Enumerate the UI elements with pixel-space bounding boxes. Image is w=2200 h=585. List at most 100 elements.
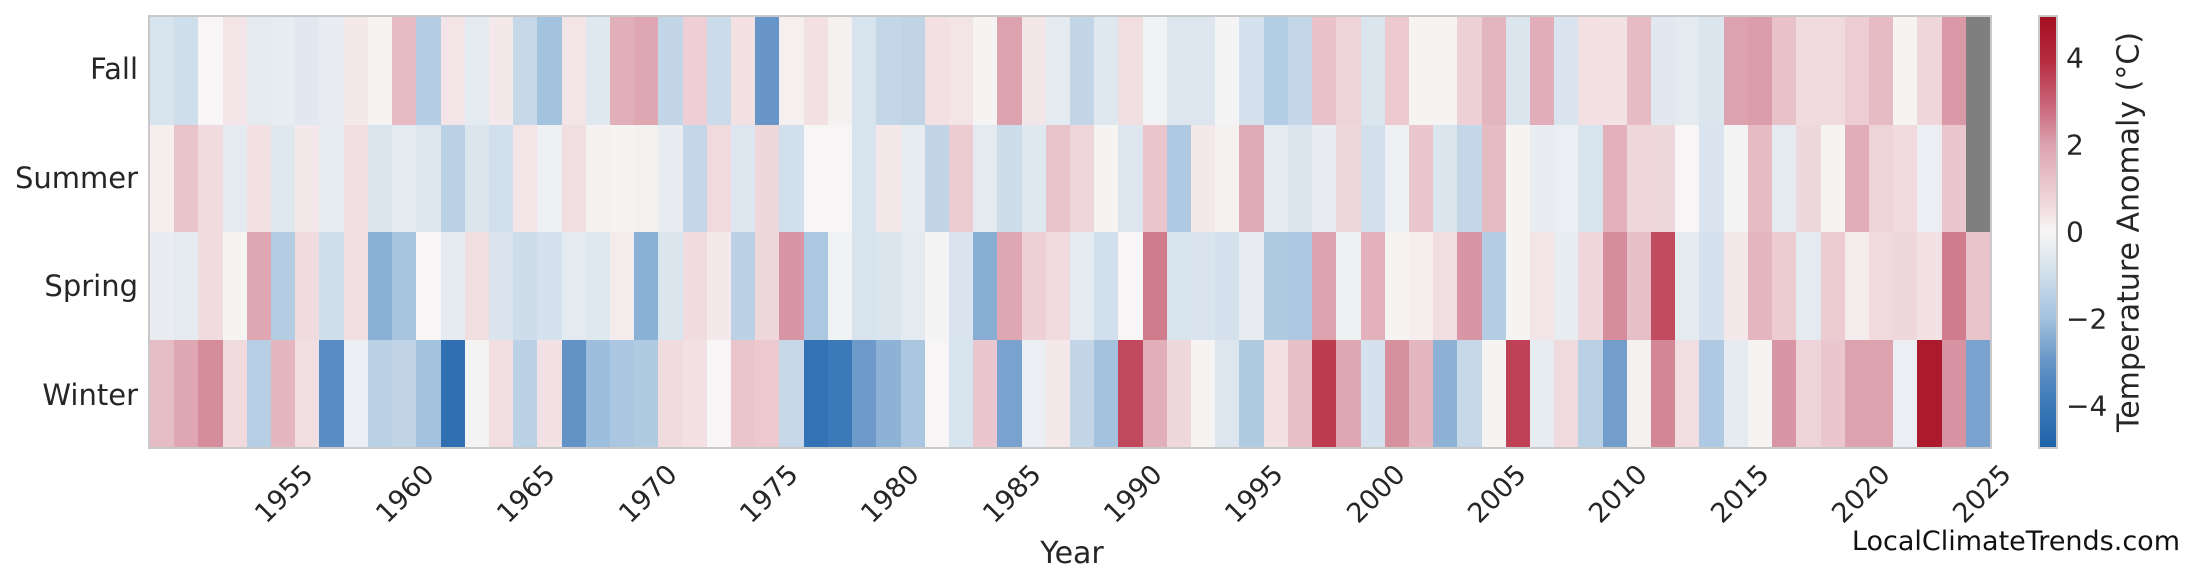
heatmap-cell <box>1917 339 1942 447</box>
heatmap-cell <box>1069 232 1095 340</box>
heatmap-cell <box>609 232 635 340</box>
heatmap-cell <box>488 339 514 447</box>
heatmap-cell <box>924 339 949 447</box>
heatmap-cell <box>1312 124 1337 232</box>
heatmap-cell <box>1094 124 1119 232</box>
heatmap-cell <box>585 124 610 232</box>
heatmap-cell <box>876 339 901 447</box>
heatmap-cell <box>392 124 417 232</box>
x-tick-label: 1965 <box>491 459 563 530</box>
heatmap-cell <box>682 339 707 447</box>
heatmap-cell <box>803 124 828 232</box>
x-tick-label: 1985 <box>976 459 1048 530</box>
heatmap-cell <box>319 17 344 125</box>
heatmap-cell <box>1529 124 1555 232</box>
heatmap-cell <box>367 339 393 447</box>
heatmap-cell <box>1118 232 1143 340</box>
heatmap-cell <box>271 17 296 125</box>
heatmap-cell <box>1554 17 1579 125</box>
heatmap-cell <box>1796 339 1821 447</box>
heatmap-cell <box>1384 232 1409 340</box>
heatmap-cell <box>1965 17 1990 125</box>
heatmap-cell <box>464 17 489 125</box>
heatmap-cell <box>1578 339 1603 447</box>
heatmap-cell <box>1457 339 1482 447</box>
heatmap-cell <box>1142 124 1167 232</box>
heatmap-cell <box>222 17 247 125</box>
heatmap-cell <box>1844 124 1869 232</box>
heatmap-cell <box>827 124 853 232</box>
heatmap-cell <box>900 339 925 447</box>
heatmap-cell <box>585 339 610 447</box>
heatmap-cell <box>1094 339 1119 447</box>
heatmap-cell <box>1820 17 1845 125</box>
heatmap-cell <box>295 232 320 340</box>
colorbar-tick-label: 2 <box>2066 128 2084 162</box>
heatmap-cell <box>1408 124 1434 232</box>
heatmap-cell <box>1166 124 1192 232</box>
heatmap-cell <box>246 339 272 447</box>
heatmap-cell <box>1408 17 1434 125</box>
heatmap-cell <box>1263 232 1288 340</box>
heatmap-cell <box>997 124 1022 232</box>
heatmap-cell <box>1626 339 1652 447</box>
heatmap-cell <box>1505 232 1530 340</box>
heatmap-cell <box>900 124 925 232</box>
heatmap-cell <box>634 17 659 125</box>
heatmap-cell <box>174 339 199 447</box>
heatmap-cell <box>852 339 877 447</box>
heatmap-cell <box>1965 232 1990 340</box>
heatmap-cell <box>1481 339 1506 447</box>
heatmap-cell <box>1965 339 1990 447</box>
heatmap-cell <box>1094 17 1119 125</box>
heatmap-cell <box>1893 17 1918 125</box>
x-tick-label: 1975 <box>734 459 805 530</box>
heatmap-cell <box>1045 232 1070 340</box>
heatmap-cell <box>973 124 998 232</box>
heatmap-cell <box>513 124 538 232</box>
heatmap-cell <box>1142 232 1167 340</box>
heatmap-cell <box>1045 124 1070 232</box>
heatmap-cell <box>1602 17 1627 125</box>
heatmap-cell <box>1045 17 1070 125</box>
heatmap-cell <box>561 124 586 232</box>
heatmap-cell <box>1481 124 1506 232</box>
heatmap-cell <box>1505 17 1530 125</box>
heatmap-cell <box>1626 17 1652 125</box>
colorbar-tick-label: −4 <box>2066 389 2108 423</box>
heatmap-cell <box>271 232 296 340</box>
heatmap-cell <box>1917 124 1942 232</box>
heatmap-cell <box>706 339 732 447</box>
heatmap-cell <box>319 232 344 340</box>
heatmap-cell <box>1796 232 1821 340</box>
heatmap-cell <box>1408 232 1434 340</box>
heatmap-cell <box>973 339 998 447</box>
heatmap-cell <box>803 232 828 340</box>
heatmap-cell <box>876 17 901 125</box>
heatmap-cell <box>1360 17 1385 125</box>
heatmap-cell <box>973 17 998 125</box>
heatmap-cell <box>1336 17 1361 125</box>
x-tick-label: 2010 <box>1583 459 1654 530</box>
heatmap-cell <box>1554 124 1579 232</box>
heatmap-cell <box>416 232 441 340</box>
heatmap-cell <box>1626 232 1652 340</box>
heatmap-cell <box>1021 124 1046 232</box>
heatmap-cell <box>1191 232 1216 340</box>
heatmap-cell <box>1578 232 1603 340</box>
heatmap-cell <box>1578 17 1603 125</box>
heatmap-cell <box>561 339 586 447</box>
heatmap-cell <box>537 124 562 232</box>
heatmap-cell <box>585 232 610 340</box>
heatmap-cell <box>1868 17 1894 125</box>
heatmap-cell <box>513 17 538 125</box>
heatmap-cell <box>222 339 247 447</box>
heatmap-cell <box>246 17 272 125</box>
heatmap-cell <box>367 124 393 232</box>
heatmap-cell <box>1021 232 1046 340</box>
heatmap-cell <box>1215 124 1240 232</box>
heatmap-cell <box>150 232 175 340</box>
heatmap-cell <box>150 17 175 125</box>
heatmap-cell <box>1287 124 1313 232</box>
heatmap-cell <box>1554 339 1579 447</box>
